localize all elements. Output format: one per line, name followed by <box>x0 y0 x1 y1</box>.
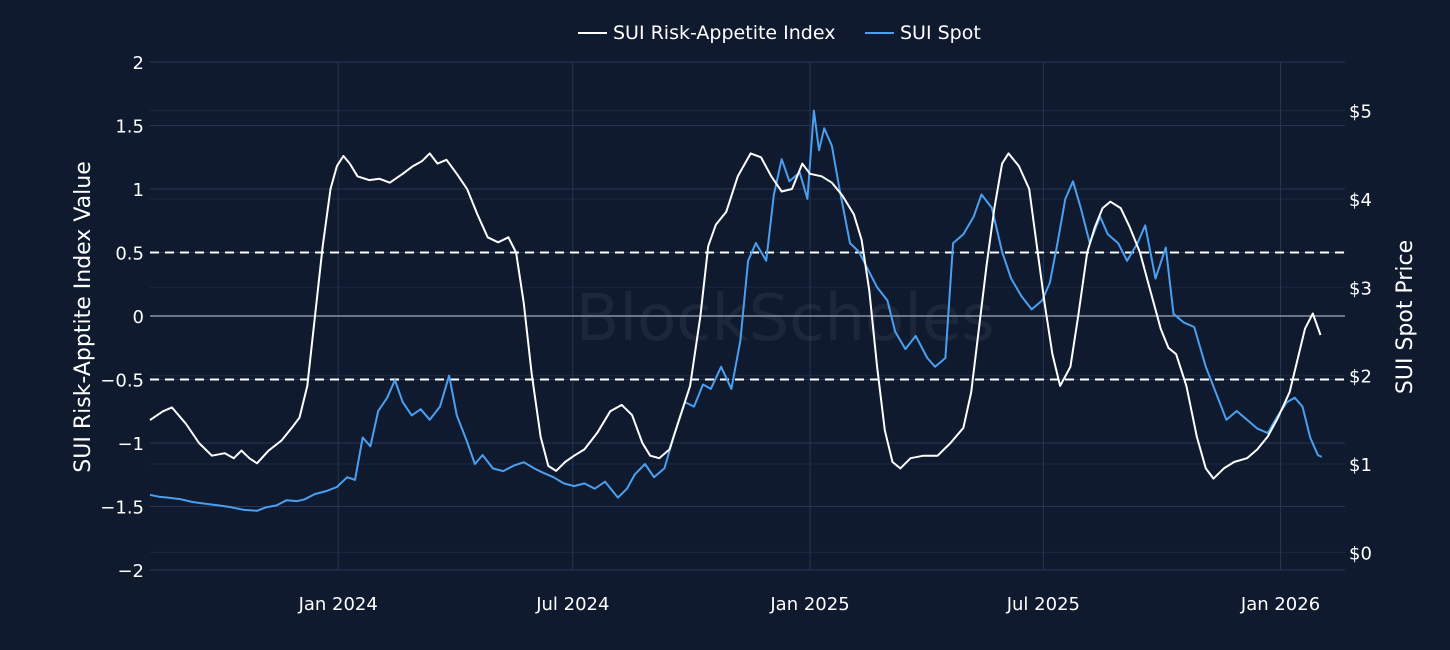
x-tick-label: Jan 2026 <box>1240 594 1320 615</box>
series-line-spot <box>149 109 1323 512</box>
legend-item-index[interactable]: SUI Risk-Appetite Index <box>578 22 835 44</box>
y-right-tick-label: $0 <box>1349 543 1372 564</box>
legend-label-index: SUI Risk-Appetite Index <box>613 22 835 44</box>
y-right-tick-label: $5 <box>1349 102 1372 123</box>
x-axis-ticks: Jan 2024 Jul 2024 Jan 2025 Jul 2025 Jan 2026 <box>298 594 1321 615</box>
legend-item-spot[interactable]: SUI Spot <box>865 22 981 44</box>
reference-lines <box>150 251 1345 381</box>
series-line-index <box>149 152 1322 480</box>
legend[interactable]: SUI Risk-Appetite Index SUI Spot <box>578 22 981 44</box>
y-left-tick-label: 2 <box>133 53 144 74</box>
watermark: BlockScholes <box>575 282 994 356</box>
y-left-tick-label: −1 <box>117 434 144 455</box>
y-right-tick-label: $2 <box>1349 367 1372 388</box>
right-axis-ticks: $0 $1 $2 $3 $4 $5 <box>1349 102 1372 565</box>
y-right-tick-label: $1 <box>1349 455 1372 476</box>
left-axis-ticks: 2 1.5 1 0.5 0 −0.5 −1 −1.5 −2 <box>100 53 144 582</box>
y-left-tick-label: −0.5 <box>100 371 144 392</box>
y-left-tick-label: 0.5 <box>115 244 144 265</box>
legend-label-spot: SUI Spot <box>900 22 981 44</box>
y-left-tick-label: 1 <box>133 180 144 201</box>
y-right-tick-label: $4 <box>1349 190 1372 211</box>
right-axis-title: SUI Spot Price <box>1393 240 1418 394</box>
x-tick-label: Jan 2025 <box>769 594 849 615</box>
series-layer <box>149 109 1323 512</box>
left-axis-title: SUI Risk-Apptite Index Value <box>71 161 96 472</box>
x-tick-label: Jul 2025 <box>1006 594 1080 615</box>
x-tick-label: Jul 2024 <box>535 594 609 615</box>
y-right-tick-label: $3 <box>1349 278 1372 299</box>
y-left-tick-label: 1.5 <box>115 117 144 138</box>
x-tick-label: Jan 2024 <box>298 594 378 615</box>
y-left-tick-label: 0 <box>133 307 144 328</box>
y-left-tick-label: −1.5 <box>100 498 144 519</box>
y-left-tick-label: −2 <box>117 561 144 582</box>
